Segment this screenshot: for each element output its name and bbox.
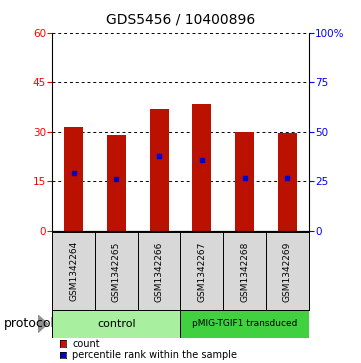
Bar [192, 103, 212, 231]
Bar [149, 109, 169, 231]
Text: GSM1342265: GSM1342265 [112, 241, 121, 302]
Bar [278, 133, 297, 231]
Text: GSM1342267: GSM1342267 [197, 241, 206, 302]
Text: pMIG-TGIF1 transduced: pMIG-TGIF1 transduced [192, 319, 297, 329]
Text: GSM1342269: GSM1342269 [283, 241, 292, 302]
FancyBboxPatch shape [52, 310, 180, 338]
Text: GSM1342268: GSM1342268 [240, 241, 249, 302]
Text: percentile rank within the sample: percentile rank within the sample [72, 350, 237, 360]
Bar [107, 135, 126, 231]
Text: protocol: protocol [4, 317, 55, 330]
Text: GSM1342266: GSM1342266 [155, 241, 164, 302]
Text: control: control [97, 319, 136, 329]
FancyBboxPatch shape [180, 310, 309, 338]
Polygon shape [38, 315, 48, 333]
Text: GSM1342264: GSM1342264 [69, 241, 78, 301]
Bar [64, 127, 83, 231]
Text: GDS5456 / 10400896: GDS5456 / 10400896 [106, 13, 255, 27]
Text: count: count [72, 339, 100, 349]
Bar [235, 132, 254, 231]
